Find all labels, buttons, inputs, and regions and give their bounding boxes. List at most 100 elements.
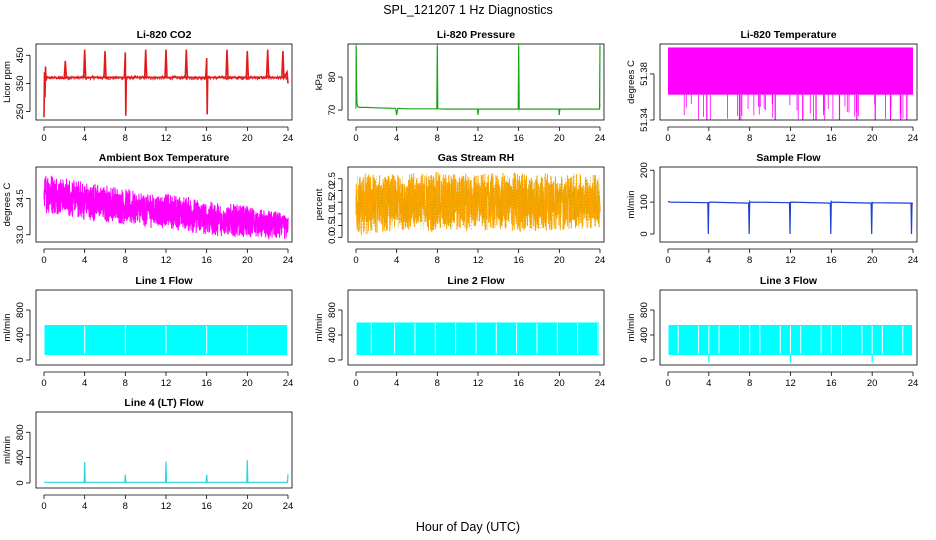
x-tick-label: 8 [435, 378, 440, 389]
x-tick-label: 0 [41, 255, 46, 266]
x-tick-label: 8 [123, 378, 128, 389]
y-tick-label: 800 [15, 302, 26, 318]
y-tick-label: 1.0 [327, 207, 338, 220]
plot-frame [347, 289, 605, 366]
panel-title: Line 3 Flow [760, 275, 818, 287]
figure-xlabel: Hour of Day (UTC) [416, 520, 520, 534]
x-tick-label: 0 [353, 133, 358, 144]
x-tick-label: 12 [161, 255, 172, 266]
panel-title: Line 2 Flow [447, 275, 505, 287]
panel-ylabel: ml/min [626, 314, 637, 342]
panel-ylabel: degrees C [626, 60, 637, 104]
data-layer [43, 49, 289, 118]
y-tick-label: 400 [327, 327, 338, 343]
x-tick-label: 16 [201, 255, 212, 266]
y-tick-label: 400 [15, 327, 26, 343]
panel-ylabel: percent [314, 188, 325, 220]
x-tick-label: 16 [513, 133, 524, 144]
panel-ambient-box-temperature: Ambient Box Temperature degrees C 0 4 8 12 16 2… [2, 152, 293, 266]
data-layer [44, 460, 289, 483]
panel-line-1-flow: Line 1 Flow ml/min 0 4 8 12 16 20 24 0 400 800 [2, 275, 293, 389]
x-tick-label: 16 [201, 133, 212, 144]
x-tick-label: 16 [513, 255, 524, 266]
y-tick-label: 51.38 [639, 62, 650, 86]
y-tick-label: 80 [327, 72, 338, 83]
x-tick-label: 4 [394, 378, 399, 389]
y-tick-label: 0 [15, 480, 26, 485]
x-tick-label: 16 [201, 378, 212, 389]
y-tick-label: 350 [15, 75, 26, 91]
x-tick-label: 16 [826, 378, 837, 389]
x-tick-label: 20 [242, 133, 253, 144]
y-tick-label: 400 [639, 327, 650, 343]
series-line-secondary [355, 173, 601, 236]
x-tick-label: 12 [473, 255, 484, 266]
data-layer [44, 325, 289, 355]
y-tick-label: 400 [15, 450, 26, 466]
panel-title: Gas Stream RH [438, 152, 514, 164]
plot-frame [659, 43, 918, 121]
panel-ylabel: ml/min [626, 191, 637, 219]
panel-title: Li-820 Temperature [740, 29, 836, 41]
x-tick-label: 0 [665, 133, 670, 144]
y-tick-label: 1.5 [327, 196, 338, 209]
panel-title: Sample Flow [756, 152, 821, 164]
x-tick-label: 4 [82, 255, 87, 266]
temperature-band [668, 47, 913, 95]
x-tick-label: 24 [908, 378, 919, 389]
x-tick-label: 8 [435, 255, 440, 266]
x-tick-label: 24 [595, 378, 606, 389]
x-tick-label: 0 [353, 378, 358, 389]
data-layer [356, 322, 599, 355]
series-line [667, 199, 913, 235]
x-tick-label: 4 [706, 378, 711, 389]
data-layer [355, 44, 601, 116]
x-tick-label: 0 [353, 255, 358, 266]
y-tick-label: 33.0 [15, 225, 26, 244]
x-tick-label: 24 [283, 133, 294, 144]
x-tick-label: 12 [473, 378, 484, 389]
x-tick-label: 8 [123, 255, 128, 266]
panel-title: Ambient Box Temperature [99, 152, 230, 164]
y-tick-label: 70 [327, 105, 338, 116]
x-tick-label: 16 [826, 133, 837, 144]
x-tick-label: 16 [826, 255, 837, 266]
data-layer [355, 171, 601, 236]
panel-li820-temperature: Li-820 Temperature degrees C 0 4 8 12 16 20 24 51… [626, 29, 918, 144]
x-tick-label: 20 [242, 501, 253, 512]
y-tick-label: 2.5 [327, 172, 338, 185]
x-tick-label: 12 [473, 133, 484, 144]
x-tick-label: 4 [394, 255, 399, 266]
x-tick-label: 24 [595, 255, 606, 266]
y-tick-label: 800 [327, 302, 338, 318]
plot-frame [347, 43, 605, 121]
x-tick-label: 24 [908, 133, 919, 144]
y-tick-label: 800 [15, 424, 26, 440]
x-tick-label: 4 [706, 133, 711, 144]
x-tick-label: 0 [41, 378, 46, 389]
x-tick-label: 20 [867, 255, 878, 266]
plot-frame [347, 166, 605, 243]
x-tick-label: 12 [785, 378, 796, 389]
x-tick-label: 4 [394, 133, 399, 144]
x-tick-label: 24 [908, 255, 919, 266]
x-tick-label: 12 [161, 378, 172, 389]
panel-ylabel: Licor ppm [2, 61, 13, 103]
plot-frame [35, 411, 293, 489]
y-tick-label: 0 [639, 231, 650, 236]
panel-title: Line 4 (LT) Flow [124, 397, 204, 409]
x-tick-label: 24 [283, 255, 294, 266]
x-tick-label: 16 [513, 378, 524, 389]
panel-ylabel: ml/min [314, 314, 325, 342]
x-tick-label: 0 [665, 255, 670, 266]
y-tick-label: 250 [15, 104, 26, 120]
y-tick-label: 0.5 [327, 219, 338, 232]
x-tick-label: 24 [595, 133, 606, 144]
x-tick-label: 8 [123, 501, 128, 512]
x-tick-label: 8 [747, 133, 752, 144]
figure-title: SPL_121207 1 Hz Diagnostics [383, 3, 553, 17]
x-tick-label: 12 [785, 255, 796, 266]
series-line [355, 45, 601, 116]
